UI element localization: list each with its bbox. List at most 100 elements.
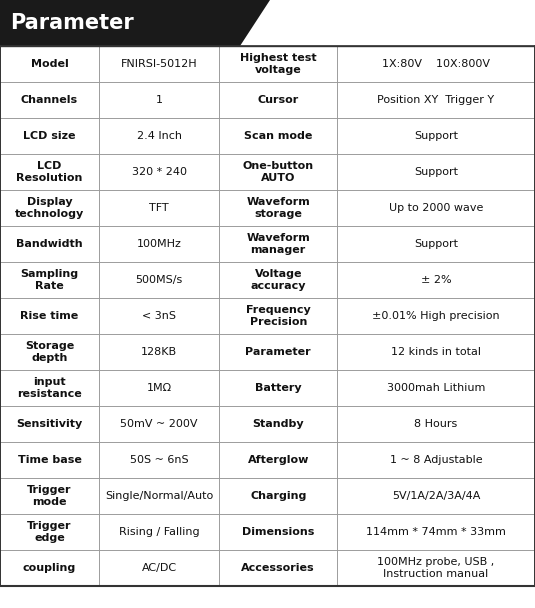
Text: 1X:80V    10X:800V: 1X:80V 10X:800V [382, 59, 490, 69]
Text: 100MHz: 100MHz [137, 239, 181, 249]
Text: 1 ~ 8 Adjustable: 1 ~ 8 Adjustable [389, 455, 483, 465]
Bar [99, 478, 219, 514]
Bar [219, 226, 337, 262]
Text: Trigger
edge: Trigger edge [27, 521, 72, 543]
Bar [0, 442, 99, 478]
Bar [99, 370, 219, 406]
Text: 1: 1 [156, 95, 163, 105]
Text: Waveform
storage: Waveform storage [246, 197, 310, 219]
Text: Battery: Battery [255, 383, 302, 393]
Text: 12 kinds in total: 12 kinds in total [391, 347, 481, 357]
Bar [337, 190, 535, 226]
Bar [99, 514, 219, 550]
Text: < 3nS: < 3nS [142, 311, 176, 321]
Bar [0, 370, 99, 406]
Text: Storage
depth: Storage depth [25, 341, 74, 363]
Bar [0, 334, 99, 370]
Bar [0, 514, 99, 550]
Bar [219, 46, 337, 82]
Bar [219, 118, 337, 154]
Bar [337, 550, 535, 586]
Bar [0, 550, 99, 586]
Bar [99, 262, 219, 298]
Text: Dimensions: Dimensions [242, 527, 315, 537]
Bar [219, 190, 337, 226]
Text: 114mm * 74mm * 33mm: 114mm * 74mm * 33mm [366, 527, 506, 537]
Text: 50mV ~ 200V: 50mV ~ 200V [120, 419, 198, 429]
Text: coupling: coupling [23, 563, 76, 573]
Bar [99, 118, 219, 154]
Bar [337, 334, 535, 370]
Bar [219, 334, 337, 370]
Text: Support: Support [414, 239, 458, 249]
Text: Display
technology: Display technology [15, 197, 84, 219]
Bar [99, 406, 219, 442]
Bar [337, 82, 535, 118]
Bar [99, 46, 219, 82]
Text: Rising / Falling: Rising / Falling [119, 527, 200, 537]
Text: ± 2%: ± 2% [421, 275, 452, 285]
Polygon shape [0, 0, 270, 46]
Bar [337, 406, 535, 442]
Text: TFT: TFT [149, 203, 169, 213]
Bar [219, 514, 337, 550]
Text: Support: Support [414, 131, 458, 141]
Bar [99, 334, 219, 370]
Bar [99, 154, 219, 190]
Bar [337, 46, 535, 82]
Bar [0, 406, 99, 442]
Bar [219, 82, 337, 118]
Bar [99, 298, 219, 334]
Bar [0, 298, 99, 334]
Text: 3000mah Lithium: 3000mah Lithium [387, 383, 485, 393]
Bar [337, 442, 535, 478]
Bar [0, 190, 99, 226]
Bar [99, 550, 219, 586]
Bar [0, 118, 99, 154]
Bar [0, 262, 99, 298]
Text: Trigger
mode: Trigger mode [27, 485, 72, 507]
Bar [337, 262, 535, 298]
Text: Scan mode: Scan mode [244, 131, 312, 141]
Text: Sampling
Rate: Sampling Rate [20, 269, 79, 291]
Bar [219, 262, 337, 298]
Text: AC/DC: AC/DC [142, 563, 177, 573]
Text: ±0.01% High precision: ±0.01% High precision [372, 311, 500, 321]
Text: 100MHz probe, USB ,
Instruction manual: 100MHz probe, USB , Instruction manual [377, 557, 495, 579]
Bar [337, 118, 535, 154]
Bar [0, 478, 99, 514]
Bar [0, 226, 99, 262]
Text: Position XY  Trigger Y: Position XY Trigger Y [378, 95, 494, 105]
Text: 500MS/s: 500MS/s [135, 275, 183, 285]
Text: Afterglow: Afterglow [248, 455, 309, 465]
Text: input
resistance: input resistance [17, 377, 82, 399]
Bar [219, 478, 337, 514]
Text: Model: Model [30, 59, 68, 69]
Bar [99, 226, 219, 262]
Text: 5V/1A/2A/3A/4A: 5V/1A/2A/3A/4A [392, 491, 480, 501]
Bar [0, 154, 99, 190]
Text: Parameter: Parameter [246, 347, 311, 357]
Text: Channels: Channels [21, 95, 78, 105]
Text: Single/Normal/Auto: Single/Normal/Auto [105, 491, 213, 501]
Bar [99, 442, 219, 478]
Text: Cursor: Cursor [257, 95, 299, 105]
Text: Support: Support [414, 167, 458, 177]
Bar [337, 514, 535, 550]
Text: Voltage
accuracy: Voltage accuracy [250, 269, 306, 291]
Text: One-button
AUTO: One-button AUTO [243, 161, 314, 183]
Text: 1MΩ: 1MΩ [147, 383, 172, 393]
Text: 128KB: 128KB [141, 347, 177, 357]
Bar [99, 82, 219, 118]
Text: FNIRSI-5012H: FNIRSI-5012H [121, 59, 197, 69]
Bar [219, 442, 337, 478]
Text: Highest test
voltage: Highest test voltage [240, 53, 317, 75]
Bar [219, 370, 337, 406]
Text: Charging: Charging [250, 491, 307, 501]
Text: Time base: Time base [18, 455, 81, 465]
Bar [0, 46, 99, 82]
Bar [0, 82, 99, 118]
Text: Bandwidth: Bandwidth [16, 239, 83, 249]
Text: Standby: Standby [253, 419, 304, 429]
Text: Frequency
Precision: Frequency Precision [246, 305, 311, 327]
